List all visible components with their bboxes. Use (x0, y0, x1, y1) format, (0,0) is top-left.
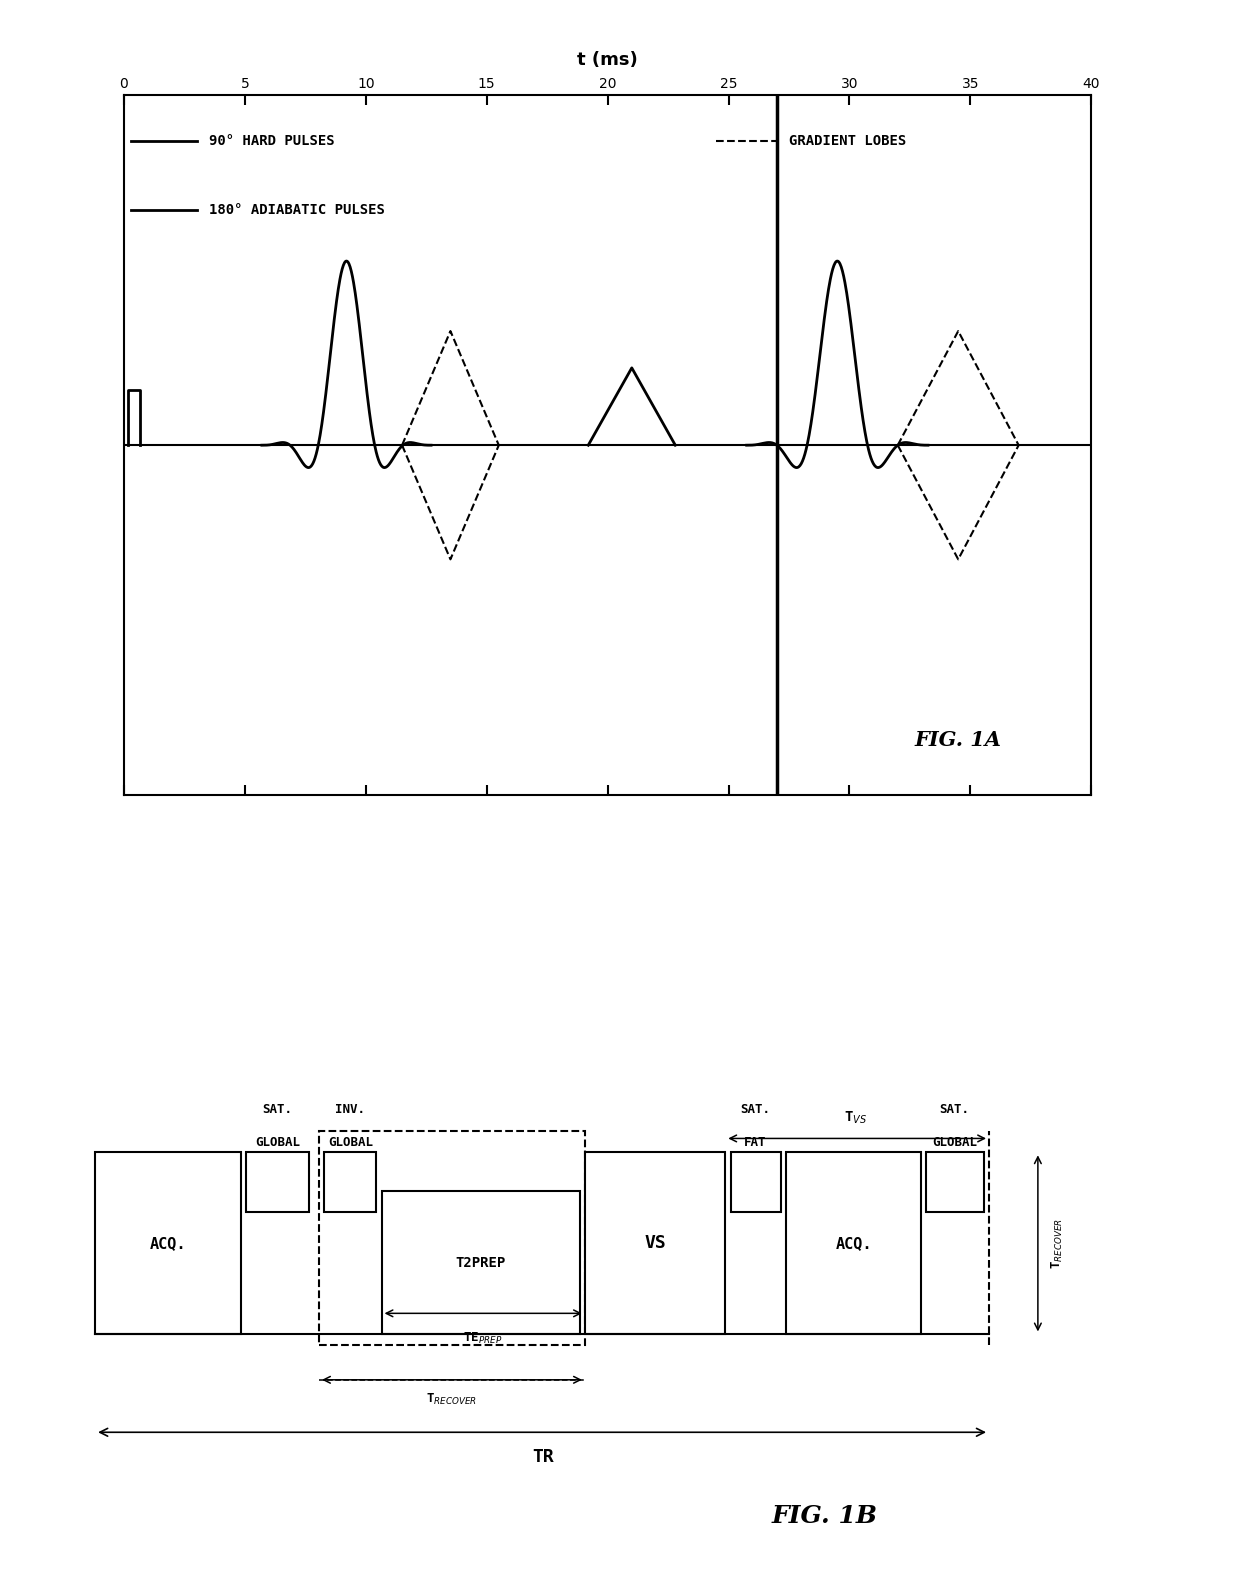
Text: FIG. 1B: FIG. 1B (771, 1504, 878, 1528)
Text: T$_{{RECOVER}}$: T$_{{RECOVER}}$ (1050, 1218, 1065, 1269)
Text: SAT.: SAT. (740, 1103, 770, 1116)
Text: INV.: INV. (336, 1103, 366, 1116)
Text: GLOBAL: GLOBAL (932, 1135, 977, 1150)
FancyBboxPatch shape (95, 1153, 241, 1334)
Text: GLOBAL: GLOBAL (327, 1135, 373, 1150)
X-axis label: t (ms): t (ms) (578, 51, 637, 70)
Text: TR: TR (532, 1447, 554, 1466)
FancyBboxPatch shape (585, 1153, 725, 1334)
Text: T$_{{VS}}$: T$_{{VS}}$ (844, 1110, 867, 1126)
FancyBboxPatch shape (926, 1153, 983, 1212)
Text: 90° HARD PULSES: 90° HARD PULSES (208, 135, 335, 148)
Text: FIG. 1A: FIG. 1A (915, 730, 1002, 750)
Text: SAT.: SAT. (263, 1103, 293, 1116)
Text: SAT.: SAT. (940, 1103, 970, 1116)
Text: T2PREP: T2PREP (455, 1256, 506, 1270)
Text: GLOBAL: GLOBAL (255, 1135, 300, 1150)
FancyBboxPatch shape (730, 1153, 781, 1212)
Text: GRADIENT LOBES: GRADIENT LOBES (789, 135, 906, 148)
Text: VS: VS (645, 1234, 666, 1253)
Text: FAT: FAT (744, 1135, 766, 1150)
FancyBboxPatch shape (325, 1153, 377, 1212)
FancyBboxPatch shape (786, 1153, 921, 1334)
FancyBboxPatch shape (247, 1153, 309, 1212)
Text: T$_{{RECOVER}}$: T$_{{RECOVER}}$ (427, 1393, 477, 1407)
Text: ACQ.: ACQ. (836, 1235, 872, 1251)
Text: ACQ.: ACQ. (150, 1235, 186, 1251)
Text: TE$_{{PREP}}$: TE$_{{PREP}}$ (463, 1331, 502, 1345)
Text: 180° ADIABATIC PULSES: 180° ADIABATIC PULSES (208, 202, 384, 216)
FancyBboxPatch shape (382, 1191, 579, 1334)
